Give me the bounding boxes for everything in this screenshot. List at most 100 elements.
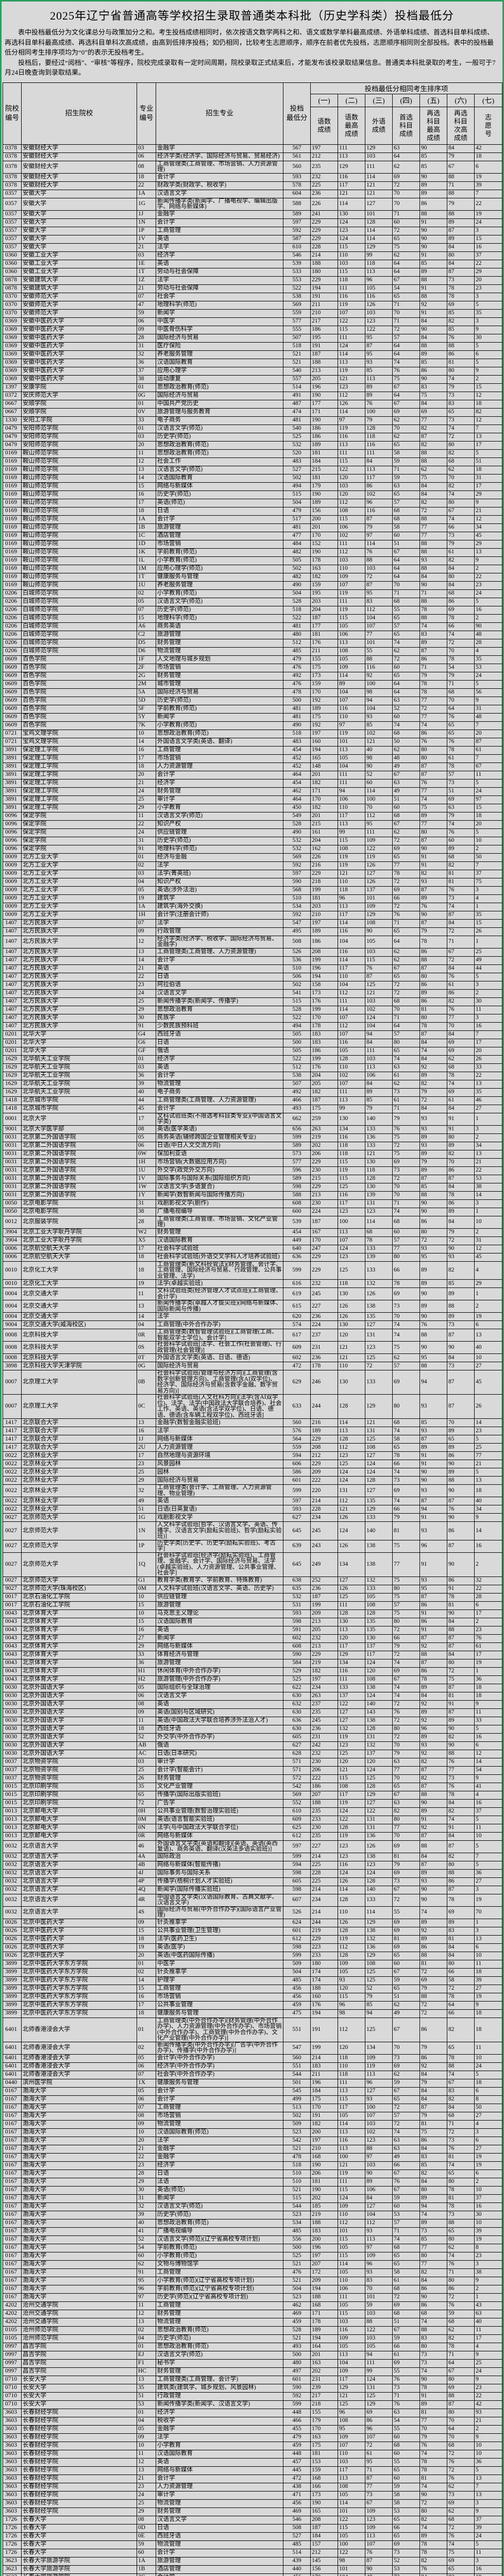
cell-major-name: 英语(中国政法大学联合培养涉外法治人才) [156,1716,283,1725]
cell-tiebreak-1: 228 [310,1505,338,1514]
cell-min-score: 592 [283,2392,311,2401]
cell-tiebreak-3: 100 [365,408,393,417]
cell-college-name: 保定学院 [21,828,137,837]
cell-college-code: 3898 [3,1362,22,1370]
cell-tiebreak-7: 30 [474,997,502,1006]
cell-tiebreak-7: 18 [474,1691,502,1701]
cell-tiebreak-2: 114 [338,671,365,681]
cell-tiebreak-5: 90 [419,1199,447,1208]
cell-min-score: 612 [283,1935,311,1944]
cell-tiebreak-7: 46 [474,1096,502,1105]
cell-tiebreak-7: 17 [474,1038,502,1047]
cell-tiebreak-1: 168 [310,2153,338,2162]
cell-min-score: 502 [283,980,311,990]
table-row: 0026 北京中医药大学 15 公共事业管理(卫生管理) 601 219 128 138 69 9… [3,1926,502,1936]
cell-tiebreak-2: 106 [338,523,365,532]
cell-tiebreak-2: 115 [338,515,365,524]
cell-tiebreak-5: 79 [419,671,447,681]
cell-major-name: 健康服务与管理 [156,2078,283,2088]
cell-college-code: 0609 [3,663,22,672]
cell-tiebreak-4: 52 [392,704,420,714]
cell-major-name: 公共事业管理 [156,2001,283,2010]
table-row: 0169 鞍山师范学院 1L 小学教育(师范) 505 178 103 88 64 93 82 9 [3,556,502,565]
cell-min-score: 596 [283,1166,311,1175]
cell-tiebreak-7: 2 [474,564,502,573]
cell-tiebreak-5: 89 [419,1443,447,1452]
cell-min-score: 522 [283,284,311,293]
cell-major-name: 养老服务管理 [156,581,283,590]
cell-tiebreak-5: 92 [419,1642,447,1651]
cell-college-name: 北京林业大学 [21,1484,137,1497]
cell-min-score: 502 [283,473,311,483]
cell-college-name: 安顺学院 [21,408,137,417]
cell-college-code: 0667 [3,399,22,409]
cell-major-code: 4Q [137,1885,156,1894]
cell-tiebreak-7: 10 [474,1951,502,1960]
cell-tiebreak-3: 126 [365,877,393,887]
cell-tiebreak-3: 113 [365,2532,393,2541]
cell-major-code: 97 [137,2293,156,2302]
cell-tiebreak-7: 10 [474,1832,502,1841]
cell-college-name: 北京林业大学 [21,1451,137,1460]
cell-tiebreak-3: 69 [365,2408,393,2417]
cell-major-name: 中医学 [156,1959,283,1969]
cell-tiebreak-4: 50 [392,737,420,747]
cell-major-code: 19 [137,1943,156,1952]
cell-major-code: 1W [137,1182,156,1192]
cell-min-score: 448 [283,2449,311,2459]
cell-tiebreak-6: 82 [447,449,475,458]
cell-min-score: 485 [283,647,311,656]
cell-tiebreak-3: 125 [365,2017,393,2042]
cell-college-code: 3603 [3,2499,22,2508]
cell-tiebreak-1: 165 [310,2507,338,2516]
cell-tiebreak-5: 81 [419,2408,447,2417]
table-row: 0043 北京体育大学 10 马克思主义理论 593 209 128 128 75 91 90 17 [3,1609,502,1618]
cell-major-code: 08 [137,1125,156,1134]
cell-tiebreak-6: 89 [447,1918,475,1927]
cell-college-code: 3899 [3,1984,22,1993]
cell-tiebreak-2: 119 [338,2169,365,2178]
cell-tiebreak-2: 124 [338,1468,365,1477]
cell-tiebreak-3: 103 [365,2120,393,2129]
cell-tiebreak-3: 107 [365,2433,393,2442]
cell-tiebreak-2: 124 [338,1244,365,1253]
cell-tiebreak-6: 76 [447,2144,475,2154]
cell-major-name: 汉语国际教育 [156,1617,283,1626]
cell-tiebreak-2: 99 [338,828,365,837]
cell-tiebreak-3: 128 [365,1724,393,1734]
cell-tiebreak-2: 99 [338,1104,365,1113]
cell-tiebreak-5: 89 [419,1807,447,1816]
cell-tiebreak-3: 93 [365,358,393,367]
cell-min-score: 610 [283,1807,311,1816]
cell-tiebreak-1: 181 [310,473,338,483]
cell-college-code: 3891 [3,803,22,812]
cell-tiebreak-6: 77 [447,1766,475,1775]
table-row: 0027 北京师范大学 1P 历史学类[历史学、历史学(励耘实验班)、考古学] 639 2… [3,1539,502,1553]
table-row: 1629 北华航天工业学院 40 电子商务 492 182 111 89 73 79 69 35 [3,1088,502,1097]
cell-college-code: 3891 [3,745,22,755]
cell-tiebreak-6: 90 [447,1244,475,1253]
cell-tiebreak-6: 76 [447,333,475,343]
cell-college-name: 保定理工学院 [21,754,137,763]
cell-tiebreak-3: 119 [365,853,393,862]
cell-tiebreak-2: 122 [338,465,365,474]
cell-tiebreak-2: 125 [338,1592,365,1602]
cell-tiebreak-5: 85 [419,152,447,161]
cell-tiebreak-6: 89 [447,1427,475,1435]
cell-min-score: 592 [283,910,311,920]
cell-tiebreak-7: 30 [474,333,502,343]
cell-tiebreak-7: 9 [474,2433,502,2442]
cell-major-code: 46 [137,1840,156,1853]
cell-tiebreak-3: 76 [365,2548,393,2557]
cell-tiebreak-5: 72 [419,2001,447,2010]
cell-tiebreak-5: 91 [419,284,447,293]
cell-tiebreak-2: 116 [338,2136,365,2145]
cell-major-name: 国际经济与贸易 [156,1476,283,1485]
cell-tiebreak-7: 61 [474,1642,502,1651]
cell-min-score: 515 [283,2194,311,2203]
cell-tiebreak-2: 122 [338,2515,365,2524]
cell-tiebreak-2: 116 [338,173,365,182]
cell-tiebreak-1: 183 [310,2227,338,2236]
cell-tiebreak-4: 70 [392,424,420,433]
cell-min-score: 474 [283,408,311,417]
